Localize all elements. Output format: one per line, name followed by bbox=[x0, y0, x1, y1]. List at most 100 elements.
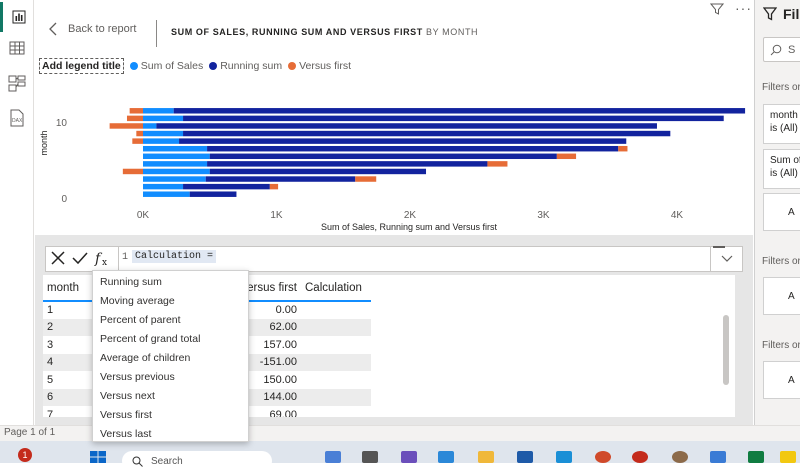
suggestion-item[interactable]: Running sum bbox=[100, 276, 162, 289]
taskbar-app-icon[interactable] bbox=[362, 451, 378, 463]
excel-icon[interactable] bbox=[748, 451, 764, 463]
bar-versus-first[interactable] bbox=[109, 123, 143, 129]
suggestion-item[interactable]: Moving average bbox=[100, 295, 175, 308]
more-options-icon[interactable]: ··· bbox=[735, 0, 752, 16]
bar-running-sum[interactable] bbox=[189, 191, 237, 197]
taskbar-app-icon[interactable] bbox=[438, 451, 454, 463]
bar-sum-of-sales[interactable] bbox=[143, 161, 208, 167]
bar-sum-of-sales[interactable] bbox=[143, 130, 184, 137]
bar-running-sum[interactable] bbox=[183, 130, 671, 137]
taskbar-app-icon[interactable] bbox=[556, 451, 572, 463]
bar-running-sum[interactable] bbox=[183, 183, 270, 190]
bar-versus-first[interactable] bbox=[136, 130, 143, 137]
cancel-icon[interactable] bbox=[50, 250, 66, 266]
table-row[interactable]: 7 69.00 bbox=[43, 406, 371, 417]
bar-running-sum[interactable] bbox=[179, 138, 627, 144]
bar-sum-of-sales[interactable] bbox=[143, 123, 157, 129]
suggestion-item[interactable]: Percent of grand total bbox=[100, 333, 201, 346]
taskbar-app-icon[interactable] bbox=[672, 451, 688, 463]
filter-card-month[interactable]: month is (All) bbox=[763, 104, 800, 144]
bar-running-sum[interactable] bbox=[183, 115, 724, 122]
table-row[interactable]: 5 150.00 bbox=[43, 371, 371, 389]
bar-versus-first[interactable] bbox=[618, 145, 628, 152]
filters-search-input[interactable]: S bbox=[763, 37, 800, 62]
table-view-icon[interactable] bbox=[0, 33, 34, 63]
taskbar-app-icon[interactable] bbox=[595, 451, 611, 463]
taskbar-search[interactable]: Search bbox=[122, 451, 272, 471]
legend-item-sum-of-sales[interactable]: Sum of Sales bbox=[129, 60, 203, 72]
x-tick-label: 1K bbox=[270, 210, 283, 221]
x-tick-label: 0K bbox=[137, 210, 150, 221]
bar-running-sum[interactable] bbox=[209, 153, 557, 160]
chart-bars bbox=[109, 108, 746, 197]
svg-text:DAX: DAX bbox=[12, 118, 23, 124]
bar-sum-of-sales[interactable] bbox=[143, 138, 180, 144]
cell-calculation bbox=[301, 318, 371, 336]
file-explorer-icon[interactable] bbox=[478, 451, 494, 463]
bar-sum-of-sales[interactable] bbox=[143, 108, 174, 114]
bar-versus-first[interactable] bbox=[129, 108, 143, 114]
chart-visual[interactable]: Back to report SUM OF SALES, RUNNING SUM… bbox=[35, 0, 753, 235]
bar-versus-first[interactable] bbox=[556, 153, 577, 160]
taskbar-app-icon[interactable] bbox=[401, 451, 417, 463]
bar-running-sum[interactable] bbox=[207, 145, 619, 152]
suggestion-item[interactable]: Versus previous bbox=[100, 370, 175, 383]
column-header-calculation[interactable]: Calculation bbox=[301, 275, 371, 302]
taskbar-app-icon[interactable] bbox=[517, 451, 533, 463]
formula-code[interactable]: Calculation = bbox=[132, 250, 217, 263]
bar-versus-first[interactable] bbox=[126, 115, 143, 122]
bar-running-sum[interactable] bbox=[156, 123, 657, 129]
suggestion-item[interactable]: Percent of parent bbox=[100, 314, 181, 327]
power-bi-icon[interactable] bbox=[780, 451, 796, 463]
dax-query-icon[interactable]: DAX bbox=[0, 103, 34, 133]
bar-sum-of-sales[interactable] bbox=[143, 183, 184, 190]
bar-running-sum[interactable] bbox=[205, 176, 356, 182]
suggestion-item[interactable]: Versus last bbox=[100, 427, 152, 440]
bar-running-sum[interactable] bbox=[209, 168, 427, 175]
bar-versus-first[interactable] bbox=[355, 176, 377, 182]
taskbar-app-icon[interactable] bbox=[710, 451, 726, 463]
bar-running-sum[interactable] bbox=[173, 108, 746, 114]
back-to-report-button[interactable]: Back to report bbox=[49, 22, 136, 36]
opera-icon[interactable] bbox=[632, 451, 648, 463]
legend-item-running-sum[interactable]: Running sum bbox=[209, 60, 282, 72]
legend-item-versus-first[interactable]: Versus first bbox=[288, 60, 351, 72]
add-data-fields-button[interactable]: A bbox=[763, 277, 800, 315]
visual-title: SUM OF SALES, RUNNING SUM AND VERSUS FIR… bbox=[171, 27, 423, 37]
bar-versus-first[interactable] bbox=[132, 138, 143, 144]
model-view-icon[interactable] bbox=[0, 68, 34, 98]
notification-badge[interactable]: 1 bbox=[18, 448, 32, 462]
filter-card-sum-of-sales[interactable]: Sum of is (All) bbox=[763, 149, 800, 189]
expand-formula-button[interactable] bbox=[710, 246, 742, 271]
add-data-fields-button[interactable]: A bbox=[763, 361, 800, 399]
filter-icon[interactable] bbox=[710, 2, 724, 16]
bar-sum-of-sales[interactable] bbox=[143, 115, 184, 122]
add-data-fields-button[interactable]: A bbox=[763, 193, 800, 231]
bar-sum-of-sales[interactable] bbox=[143, 176, 206, 182]
table-scrollbar[interactable] bbox=[723, 315, 729, 385]
suggestion-item[interactable]: Versus next bbox=[100, 389, 155, 402]
bar-running-sum[interactable] bbox=[207, 161, 488, 167]
suggestion-item[interactable]: Versus first bbox=[100, 408, 152, 421]
bar-sum-of-sales[interactable] bbox=[143, 145, 208, 152]
windows-start-icon[interactable] bbox=[90, 451, 106, 463]
bar-sum-of-sales[interactable] bbox=[143, 191, 190, 197]
suggestion-item[interactable]: Average of children bbox=[100, 352, 191, 364]
bar-versus-first[interactable] bbox=[269, 183, 279, 190]
bar-sum-of-sales[interactable] bbox=[143, 153, 210, 160]
legend-title[interactable]: Add legend title bbox=[39, 58, 124, 74]
cell-month: 3 bbox=[47, 338, 54, 351]
commit-check-icon[interactable] bbox=[72, 250, 88, 266]
table-row[interactable]: 1 0.00 bbox=[43, 301, 371, 319]
table-row[interactable]: 3 157.00 bbox=[43, 336, 371, 354]
report-view-icon[interactable] bbox=[0, 2, 34, 32]
bar-sum-of-sales[interactable] bbox=[143, 168, 210, 175]
cell-calculation bbox=[301, 353, 371, 371]
bar-versus-first[interactable] bbox=[122, 168, 143, 175]
cell-calculation bbox=[301, 406, 371, 417]
bar-chart[interactable]: 0K 1K 2K 3K 4K 0 10 Sum of Sales, Running sum a… bbox=[35, 95, 753, 235]
bar-versus-first[interactable] bbox=[487, 161, 508, 167]
taskbar-app-icon[interactable] bbox=[325, 451, 341, 463]
